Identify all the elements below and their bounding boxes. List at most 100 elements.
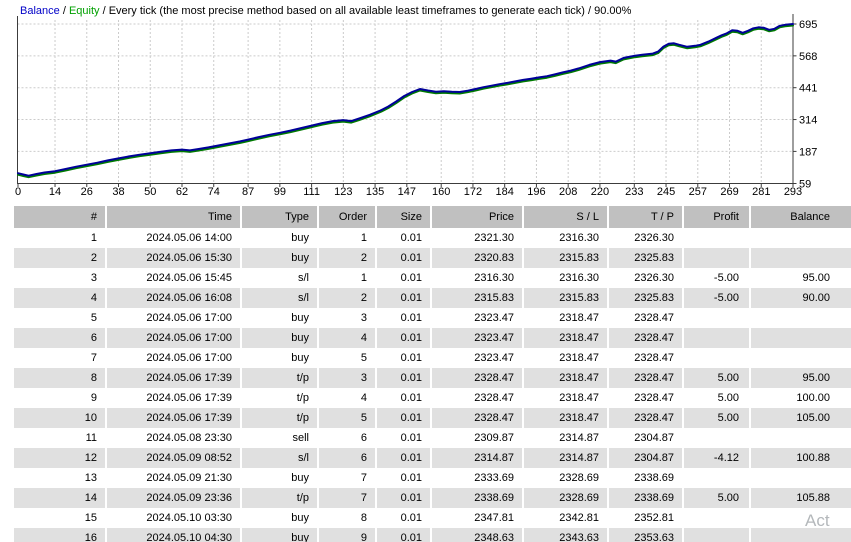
cell-balance — [751, 508, 851, 528]
table-row[interactable]: 1 2024.05.06 14:00 buy 1 0.01 2321.30 2316.30 2… — [0, 228, 851, 248]
cell-balance — [751, 428, 851, 448]
x-tick-label: 111 — [303, 186, 320, 198]
cell-sl: 2318.47 — [524, 408, 607, 428]
x-tick-label: 208 — [559, 186, 577, 198]
x-tick-label: 245 — [657, 186, 675, 198]
cell-type: sell — [242, 428, 317, 448]
cell-num: 15 — [14, 508, 105, 528]
x-tick-label: 14 — [49, 186, 61, 198]
cell-sl: 2314.87 — [524, 448, 607, 468]
cell-price: 2309.87 — [432, 428, 522, 448]
cell-price: 2348.63 — [432, 528, 522, 542]
cell-size: 0.01 — [377, 368, 430, 388]
cell-price: 2328.47 — [432, 408, 522, 428]
cell-size: 0.01 — [377, 408, 430, 428]
cell-tp: 2325.83 — [609, 248, 682, 268]
table-row[interactable]: 7 2024.05.06 17:00 buy 5 0.01 2323.47 2318.47 2… — [0, 348, 851, 368]
cell-price: 2338.69 — [432, 488, 522, 508]
cell-type: t/p — [242, 388, 317, 408]
cell-size: 0.01 — [377, 508, 430, 528]
cell-order: 5 — [319, 408, 375, 428]
table-row[interactable]: 11 2024.05.08 23:30 sell 6 0.01 2309.87 2314.8… — [0, 428, 851, 448]
cell-balance: 95.00 — [751, 368, 851, 388]
cell-time: 2024.05.06 16:08 — [107, 288, 240, 308]
cell-order: 5 — [319, 348, 375, 368]
cell-type: buy — [242, 528, 317, 542]
table-row[interactable]: 4 2024.05.06 16:08 s/l 2 0.01 2315.83 2315.83 2… — [0, 288, 851, 308]
cell-num: 14 — [14, 488, 105, 508]
table-row[interactable]: 5 2024.05.06 17:00 buy 3 0.01 2323.47 2318.47 2… — [0, 308, 851, 328]
table-row[interactable]: 16 2024.05.10 04:30 buy 9 0.01 2348.63 2343.63… — [0, 528, 851, 542]
table-row[interactable]: 9 2024.05.06 17:39 t/p 4 0.01 2328.47 2318.47 2… — [0, 388, 851, 408]
cell-sl: 2328.69 — [524, 468, 607, 488]
cell-price: 2315.83 — [432, 288, 522, 308]
cell-num: 4 — [14, 288, 105, 308]
cell-price: 2314.87 — [432, 448, 522, 468]
table-row[interactable]: 2 2024.05.06 15:30 buy 2 0.01 2320.83 2315.83 2… — [0, 248, 851, 268]
x-tick-label: 74 — [208, 186, 220, 198]
cell-order: 9 — [319, 528, 375, 542]
cell-time: 2024.05.06 17:00 — [107, 328, 240, 348]
cell-time: 2024.05.10 03:30 — [107, 508, 240, 528]
x-tick-label: 123 — [334, 186, 352, 198]
cell-num: 13 — [14, 468, 105, 488]
x-tick-label: 135 — [366, 186, 384, 198]
y-tick-label: 314 — [799, 115, 817, 127]
cell-order: 3 — [319, 308, 375, 328]
cell-order: 1 — [319, 228, 375, 248]
cell-time: 2024.05.08 23:30 — [107, 428, 240, 448]
cell-profit: 5.00 — [684, 368, 749, 388]
cell-time: 2024.05.06 14:00 — [107, 228, 240, 248]
cell-sl: 2315.83 — [524, 248, 607, 268]
cell-type: s/l — [242, 448, 317, 468]
cell-size: 0.01 — [377, 528, 430, 542]
cell-num: 12 — [14, 448, 105, 468]
caption-separator: / — [59, 5, 69, 17]
cell-num: 16 — [14, 528, 105, 542]
table-row[interactable]: 14 2024.05.09 23:36 t/p 7 0.01 2338.69 2328.69… — [0, 488, 851, 508]
cell-tp: 2338.69 — [609, 488, 682, 508]
table-row[interactable]: 10 2024.05.06 17:39 t/p 5 0.01 2328.47 2318.47… — [0, 408, 851, 428]
cell-time: 2024.05.06 17:00 — [107, 348, 240, 368]
chart-caption: Balance / Equity / Every tick (the most … — [20, 5, 631, 17]
cell-num: 10 — [14, 408, 105, 428]
y-tick-label: 187 — [799, 146, 817, 158]
table-row[interactable]: 12 2024.05.09 08:52 s/l 6 0.01 2314.87 2314.87… — [0, 448, 851, 468]
cell-size: 0.01 — [377, 228, 430, 248]
cell-sl: 2328.69 — [524, 488, 607, 508]
cell-size: 0.01 — [377, 428, 430, 448]
cell-tp: 2326.30 — [609, 228, 682, 248]
table-row[interactable]: 3 2024.05.06 15:45 s/l 1 0.01 2316.30 2316.30 2… — [0, 268, 851, 288]
cell-price: 2323.47 — [432, 328, 522, 348]
cell-order: 6 — [319, 428, 375, 448]
cell-order: 2 — [319, 288, 375, 308]
cell-profit — [684, 228, 749, 248]
table-row[interactable]: 6 2024.05.06 17:00 buy 4 0.01 2323.47 2318.47 2… — [0, 328, 851, 348]
cell-balance — [751, 528, 851, 542]
header-cell-tp: T / P — [609, 206, 682, 228]
cell-sl: 2316.30 — [524, 268, 607, 288]
x-tick-label: 184 — [496, 186, 514, 198]
table-row[interactable]: 8 2024.05.06 17:39 t/p 3 0.01 2328.47 2318.47 2… — [0, 368, 851, 388]
cell-price: 2321.30 — [432, 228, 522, 248]
cell-tp: 2338.69 — [609, 468, 682, 488]
cell-order: 4 — [319, 388, 375, 408]
cell-size: 0.01 — [377, 308, 430, 328]
cell-profit — [684, 468, 749, 488]
table-row[interactable]: 13 2024.05.09 21:30 buy 7 0.01 2333.69 2328.69… — [0, 468, 851, 488]
cell-profit — [684, 248, 749, 268]
cell-num: 9 — [14, 388, 105, 408]
header-cell-time: Time — [107, 206, 240, 228]
y-tick-label: 59 — [799, 179, 811, 191]
cell-price: 2333.69 — [432, 468, 522, 488]
x-tick-label: 160 — [432, 186, 450, 198]
cell-size: 0.01 — [377, 448, 430, 468]
table-row[interactable]: 15 2024.05.10 03:30 buy 8 0.01 2347.81 2342.81… — [0, 508, 851, 528]
x-tick-label: 99 — [274, 186, 286, 198]
cell-profit — [684, 348, 749, 368]
cell-tp: 2304.87 — [609, 428, 682, 448]
cell-type: s/l — [242, 288, 317, 308]
y-tick-label: 695 — [799, 19, 817, 31]
cell-tp: 2328.47 — [609, 408, 682, 428]
header-cell-sl: S / L — [524, 206, 607, 228]
